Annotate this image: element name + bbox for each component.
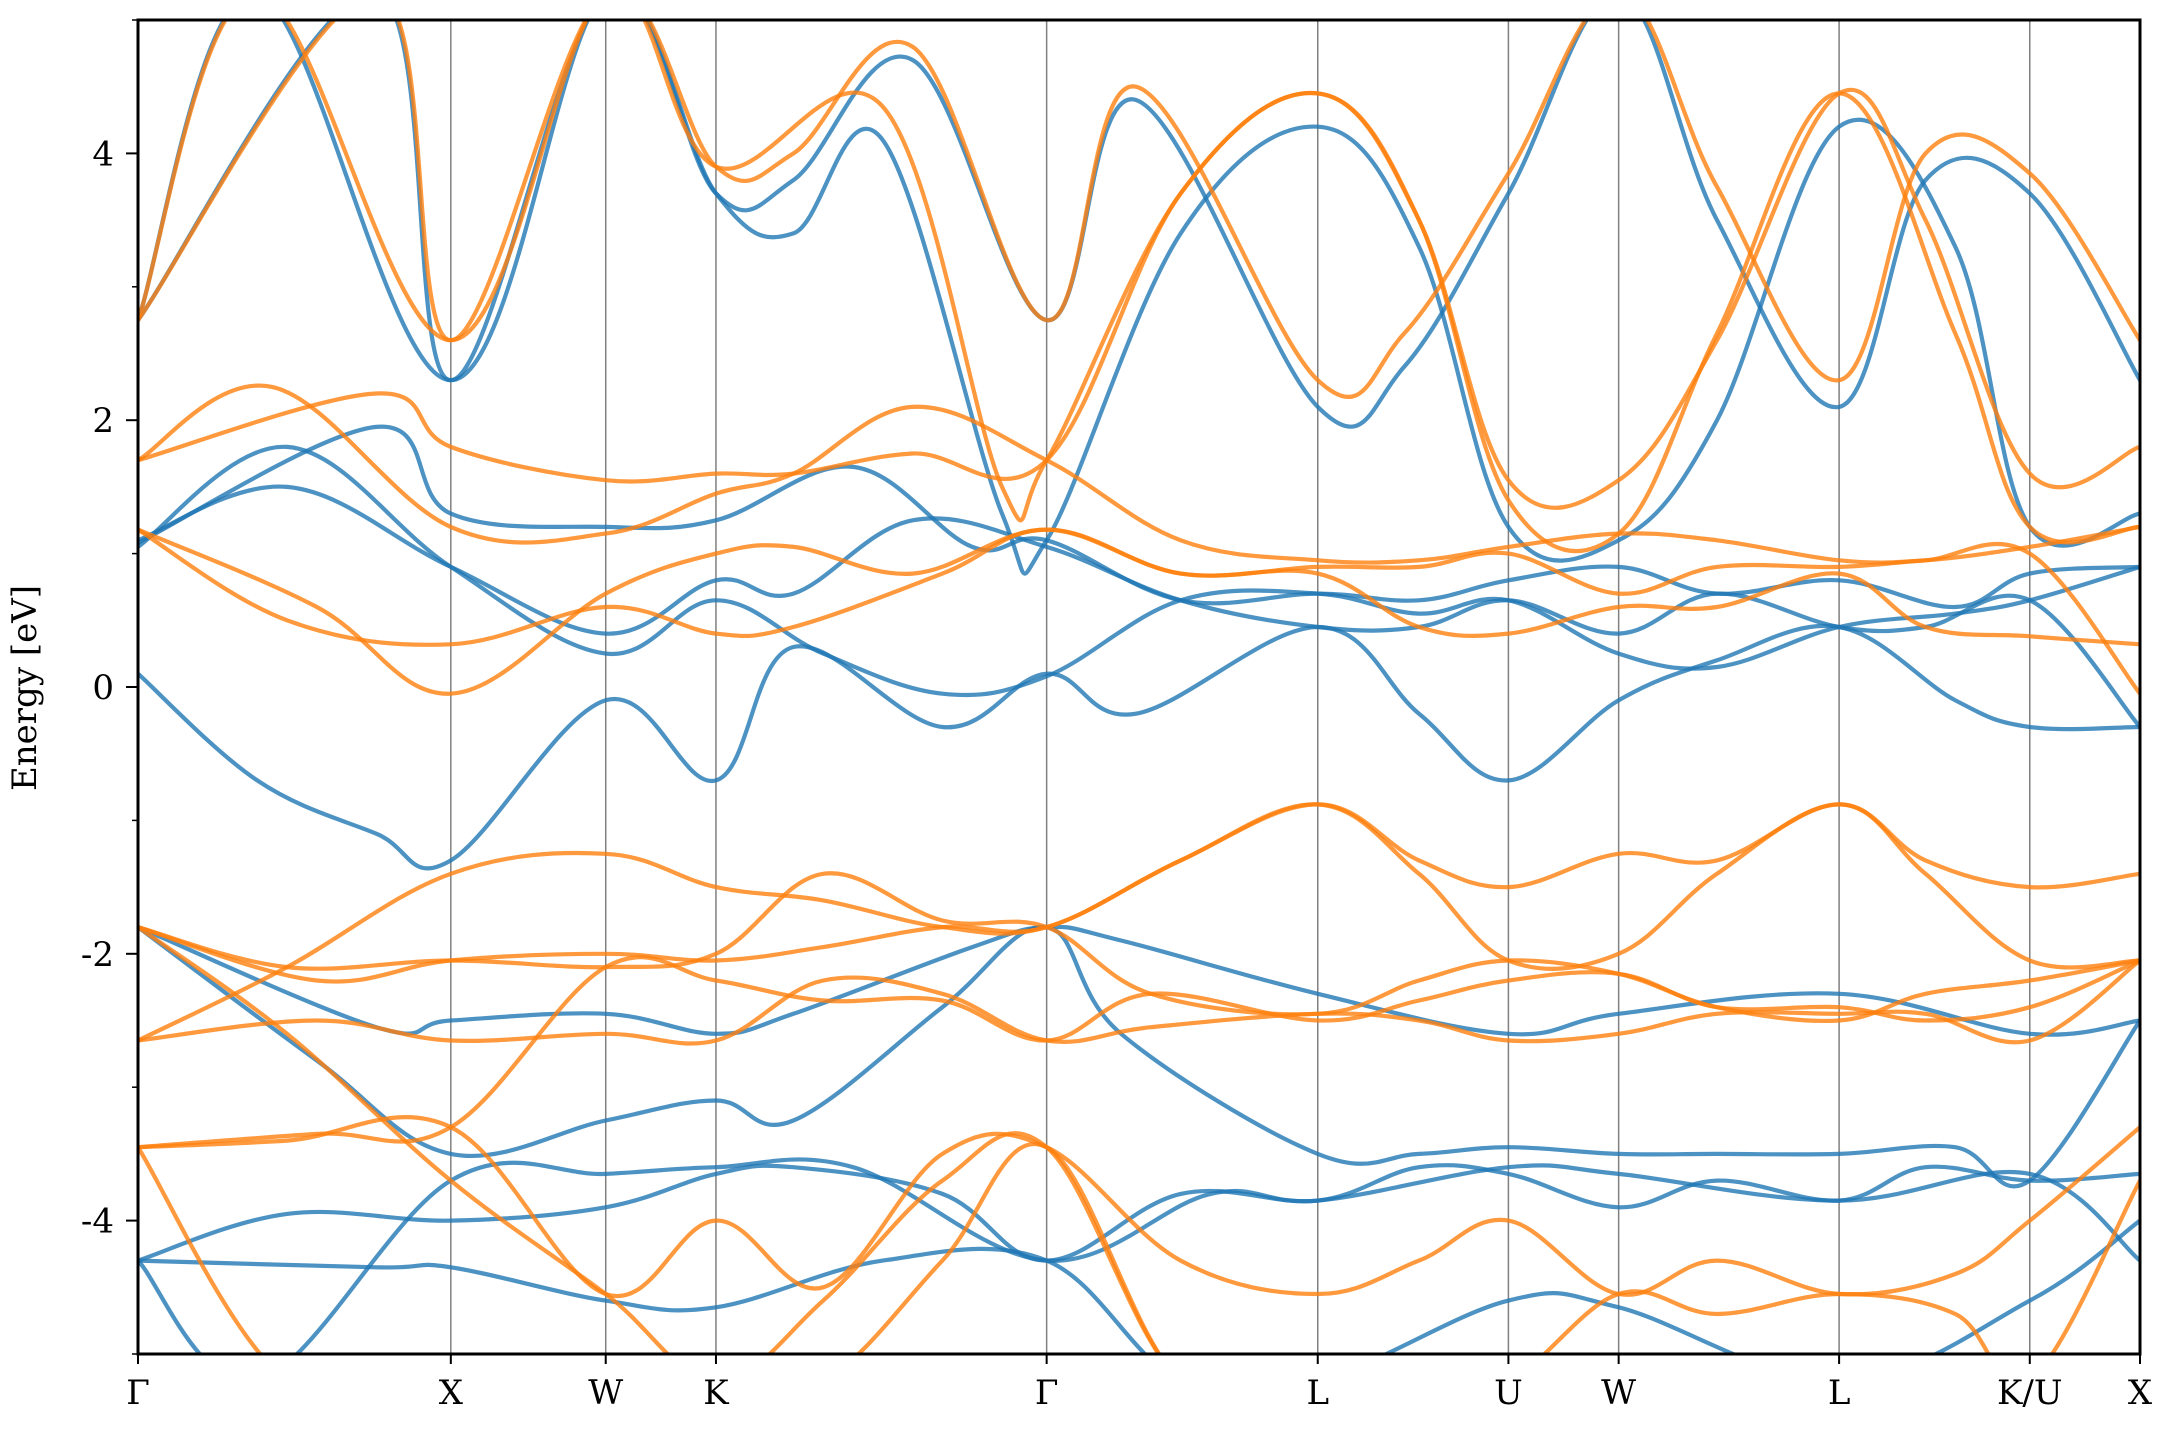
band-line-orange: [138, 925, 2140, 1354]
x-tick-label: K: [703, 1373, 729, 1413]
y-tick-label: 2: [92, 401, 114, 441]
x-tick-label: Γ: [126, 1373, 150, 1413]
x-tick-label: X: [2128, 1373, 2153, 1413]
x-tick-label: Γ: [1035, 1373, 1059, 1413]
band-line-blue: [138, 20, 2140, 576]
band-line-orange: [138, 802, 2140, 1043]
y-tick-label: -2: [81, 935, 114, 975]
band-line-blue: [138, 623, 2140, 871]
band-line-orange: [138, 20, 2140, 399]
x-axis: Γ X W K Γ L U W L K/U X: [126, 1354, 2153, 1413]
band-line-blue: [138, 924, 2140, 1037]
band-line-orange: [138, 955, 2140, 1150]
band-line-blue: [138, 924, 2140, 1189]
y-tick-label: 4: [92, 134, 114, 174]
x-tick-label: K/U: [1997, 1373, 2063, 1413]
bands: [138, 20, 2140, 1354]
x-tick-label: W: [1601, 1373, 1636, 1413]
band-line-blue: [138, 20, 2140, 429]
band-line-orange: [138, 958, 2140, 1046]
band-line-orange: [138, 871, 2140, 1024]
x-tick-label: W: [588, 1373, 623, 1413]
y-tick-label: -4: [81, 1202, 114, 1242]
y-tick-label: 0: [92, 668, 114, 708]
x-tick-label: L: [1306, 1373, 1329, 1413]
band-line-orange: [138, 383, 2140, 565]
band-line-blue: [138, 444, 2140, 698]
band-line-blue: [138, 484, 2140, 730]
x-tick-label: X: [439, 1373, 464, 1413]
band-line-orange: [138, 1142, 1162, 1354]
band-line-blue: [138, 1218, 2140, 1354]
x-tick-label: L: [1828, 1373, 1851, 1413]
band-line-blue: [138, 1157, 2140, 1354]
y-axis-label: Energy [eV]: [5, 585, 45, 791]
y-axis: -4 -2 0 2 4: [81, 19, 138, 1355]
high-symmetry-lines: [450, 20, 2031, 1354]
x-tick-label: U: [1494, 1373, 1523, 1413]
band-line-orange: [138, 527, 2140, 696]
band-line-orange: [138, 20, 2140, 554]
